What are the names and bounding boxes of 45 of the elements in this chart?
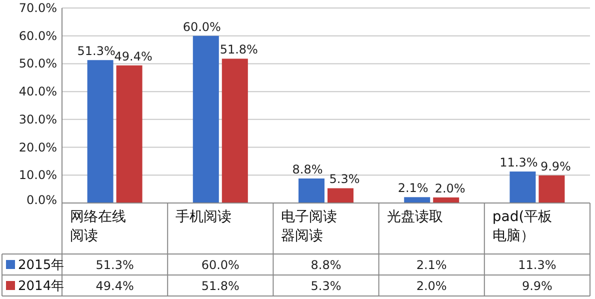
data-label: 49.4% — [96, 279, 134, 293]
y-tick-label: 20.0% — [18, 140, 57, 154]
legend-label: 2014年 — [18, 279, 64, 294]
bar — [116, 65, 142, 203]
legend-label: 2015年 — [18, 258, 64, 273]
bar — [433, 197, 460, 203]
data-label: 2.1% — [416, 258, 447, 272]
bar — [298, 178, 324, 203]
bar — [192, 36, 219, 203]
bar — [510, 172, 536, 203]
text: 2.1% — [398, 181, 428, 196]
text: 11.3% — [500, 156, 538, 170]
text: 51.3% — [77, 44, 116, 58]
x-tick-label: 网络在线阅读 — [70, 209, 126, 244]
y-tick-label: 0.0% — [26, 193, 57, 207]
text: 60.0% — [182, 20, 221, 34]
x-tick-label: pad(平板电脑） — [492, 209, 552, 244]
text: 51.8% — [220, 42, 258, 57]
x-tick-label: 手机阅读 — [176, 209, 232, 225]
data-label: 11.3% — [518, 258, 556, 272]
data-label: 8.8% — [310, 258, 342, 272]
bar — [222, 58, 248, 203]
bar — [538, 175, 565, 203]
y-tick-label: 10.0% — [18, 168, 57, 182]
x-tick-label: 光盘读取 — [386, 209, 443, 225]
x-tick-label: 电子阅读器阅读 — [281, 209, 338, 244]
y-tick-label: 70.0% — [18, 1, 57, 15]
y-tick-label: 60.0% — [18, 28, 57, 43]
bar — [87, 60, 114, 203]
text: 5.3% — [329, 172, 360, 186]
data-label: 2.0% — [416, 279, 447, 293]
data-label: 51.8% — [201, 279, 240, 293]
text: 8.8% — [292, 162, 323, 176]
data-label: 5.3% — [310, 279, 342, 293]
data-label: 9.9% — [522, 279, 552, 293]
y-tick-label: 50.0% — [18, 56, 57, 71]
data-label: 60.0% — [201, 258, 240, 272]
y-tick-label: 30.0% — [18, 112, 57, 126]
text: 2.0% — [434, 181, 466, 196]
y-tick-label: 40.0% — [18, 84, 57, 99]
bar — [404, 197, 430, 203]
text: 49.4% — [114, 49, 152, 64]
bar — [328, 188, 354, 203]
text: 9.9% — [540, 159, 571, 174]
data-label: 51.3% — [96, 258, 134, 272]
